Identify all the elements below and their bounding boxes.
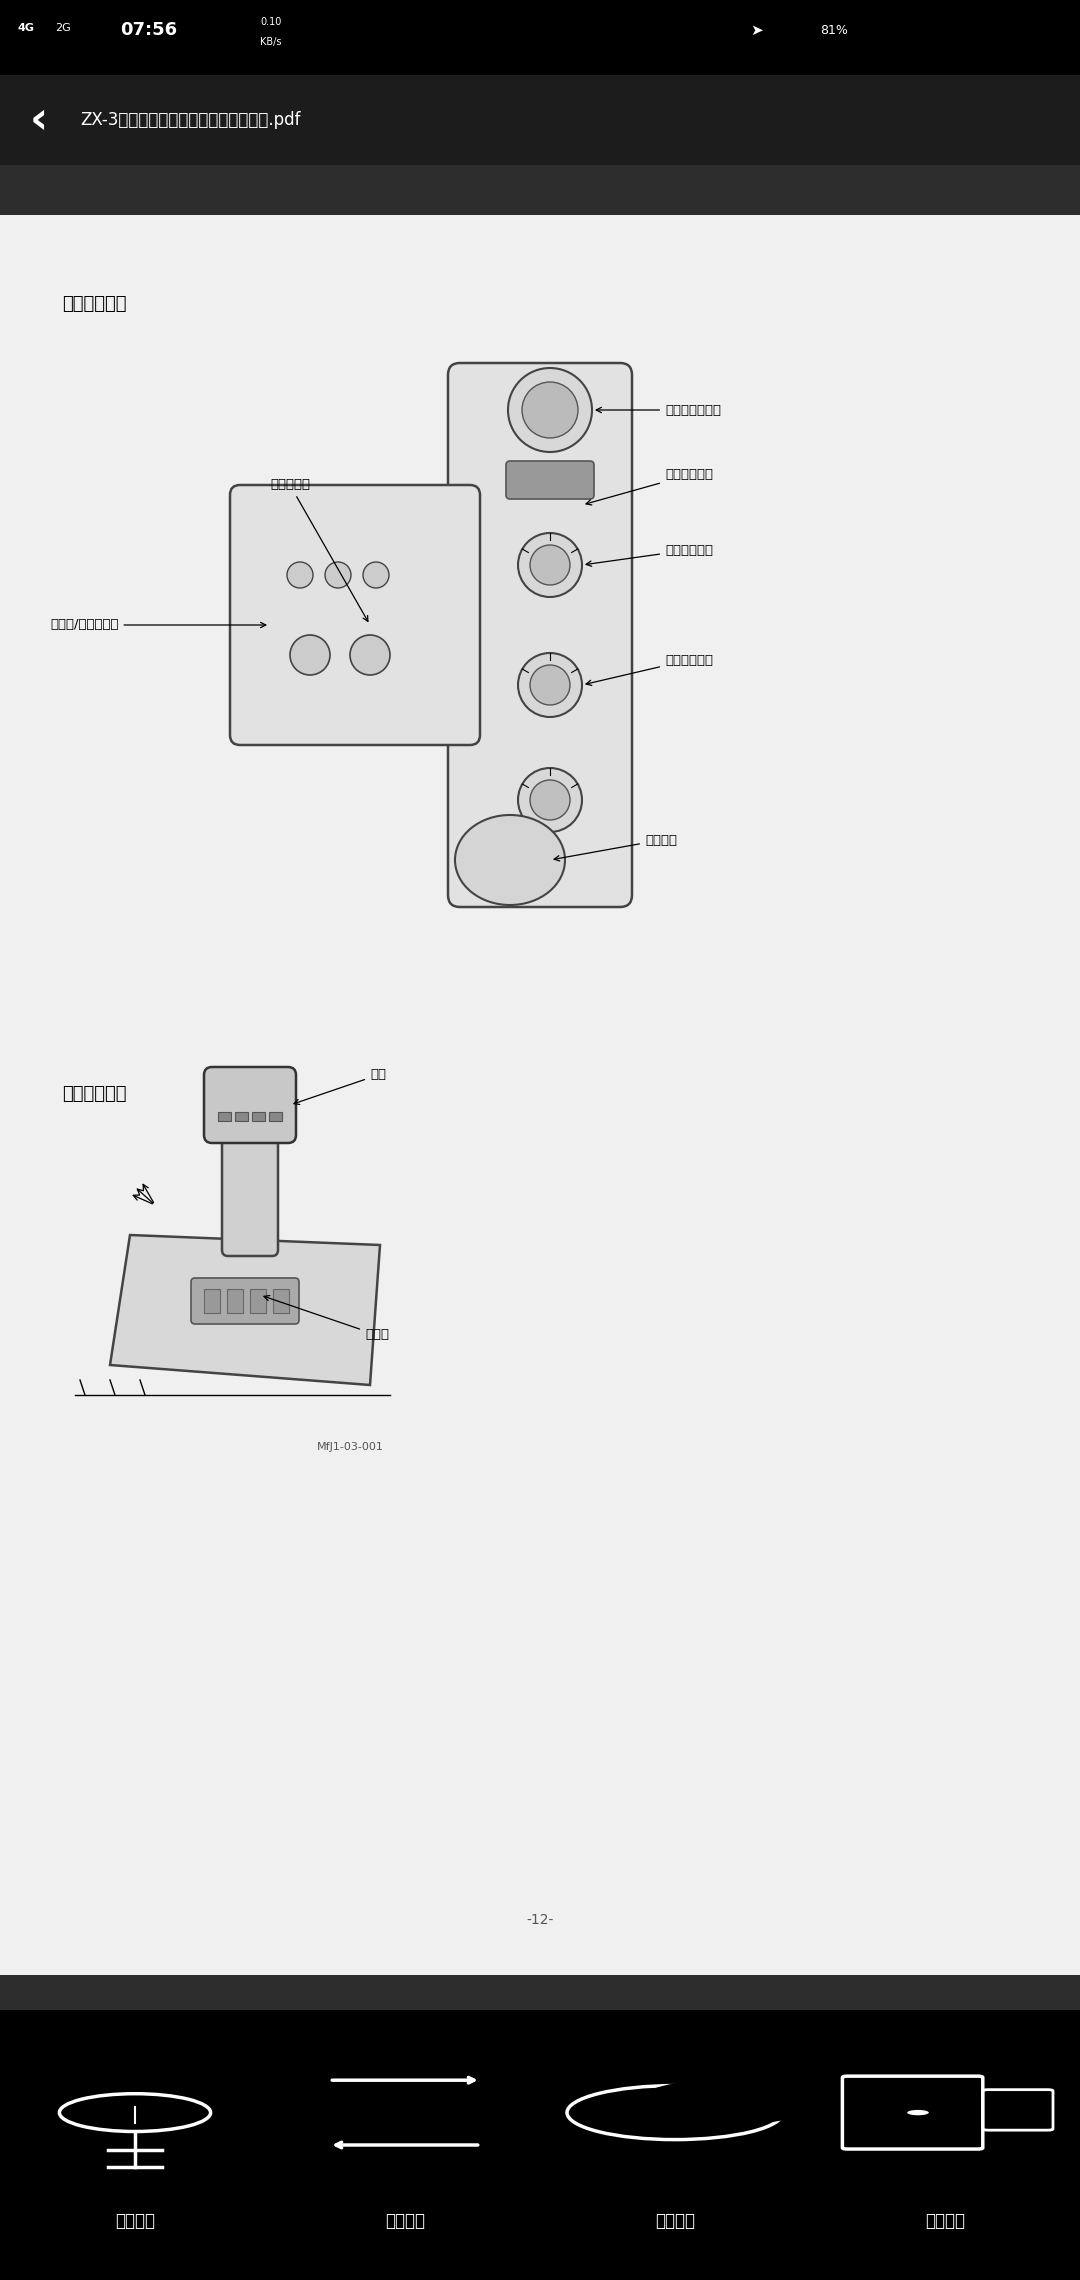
FancyBboxPatch shape	[222, 1115, 278, 1256]
Text: 07:56: 07:56	[120, 21, 177, 39]
Circle shape	[518, 768, 582, 832]
FancyBboxPatch shape	[204, 1067, 296, 1142]
Ellipse shape	[455, 814, 565, 905]
Text: 4G: 4G	[18, 23, 35, 32]
Text: KB/s: KB/s	[260, 36, 282, 48]
Circle shape	[287, 561, 313, 588]
Bar	[218, 1113, 231, 1122]
FancyBboxPatch shape	[507, 461, 594, 499]
Text: 自动怠速开关: 自动怠速开关	[586, 467, 713, 504]
Text: 刮雨器/洗涤器开关: 刮雨器/洗涤器开关	[50, 618, 266, 632]
Bar	[944, 43, 955, 52]
Bar	[269, 1113, 282, 1122]
Text: ➤: ➤	[750, 23, 762, 36]
Text: 开关盘: 开关盘	[264, 1295, 389, 1341]
Text: 开关盘（右）: 开关盘（右）	[62, 294, 126, 312]
Circle shape	[518, 652, 582, 716]
Text: 开关盘（左）: 开关盘（左）	[62, 1085, 126, 1104]
Text: 发动机控制表盘: 发动机控制表盘	[596, 404, 721, 417]
FancyBboxPatch shape	[448, 363, 632, 907]
Text: -12-: -12-	[526, 1913, 554, 1927]
Text: ‹: ‹	[30, 98, 49, 141]
Polygon shape	[110, 1236, 380, 1384]
Text: 2G: 2G	[55, 23, 71, 32]
Circle shape	[530, 666, 570, 705]
Text: ZX-3新机种培训资料（服务用讲解稿）.pdf: ZX-3新机种培训资料（服务用讲解稿）.pdf	[80, 112, 300, 130]
Text: 行走模式开关: 行走模式开关	[586, 654, 713, 686]
Bar	[252, 1113, 265, 1122]
Polygon shape	[440, 515, 460, 705]
FancyBboxPatch shape	[867, 32, 946, 64]
Text: 横屏模式: 横屏模式	[924, 2212, 966, 2230]
FancyBboxPatch shape	[191, 1279, 299, 1325]
Bar	[227, 1288, 243, 1313]
Text: 工作灯开关: 工作灯开关	[270, 479, 368, 622]
Text: 夜间模式: 夜间模式	[654, 2212, 696, 2230]
FancyBboxPatch shape	[230, 486, 480, 746]
Circle shape	[518, 534, 582, 597]
Circle shape	[350, 636, 390, 675]
Circle shape	[530, 780, 570, 821]
Circle shape	[530, 545, 570, 586]
Text: 进度跳转: 进度跳转	[384, 2212, 426, 2230]
Bar	[249, 1288, 266, 1313]
Circle shape	[637, 2079, 821, 2125]
Bar	[204, 1288, 220, 1313]
Text: 扶手: 扶手	[294, 1069, 386, 1104]
Circle shape	[508, 367, 592, 451]
Circle shape	[363, 561, 389, 588]
Circle shape	[291, 636, 330, 675]
Text: 钥匙开关: 钥匙开关	[554, 834, 677, 862]
Text: 0.10: 0.10	[260, 16, 282, 27]
Bar	[235, 1113, 248, 1122]
Circle shape	[907, 2109, 929, 2116]
Circle shape	[325, 561, 351, 588]
Bar	[273, 1288, 289, 1313]
Text: 亮度调节: 亮度调节	[114, 2212, 156, 2230]
Circle shape	[522, 383, 578, 438]
Text: 81%: 81%	[820, 23, 848, 36]
Text: MfJ1-03-001: MfJ1-03-001	[316, 1441, 383, 1452]
Text: 动力方式开关: 动力方式开关	[586, 543, 713, 565]
